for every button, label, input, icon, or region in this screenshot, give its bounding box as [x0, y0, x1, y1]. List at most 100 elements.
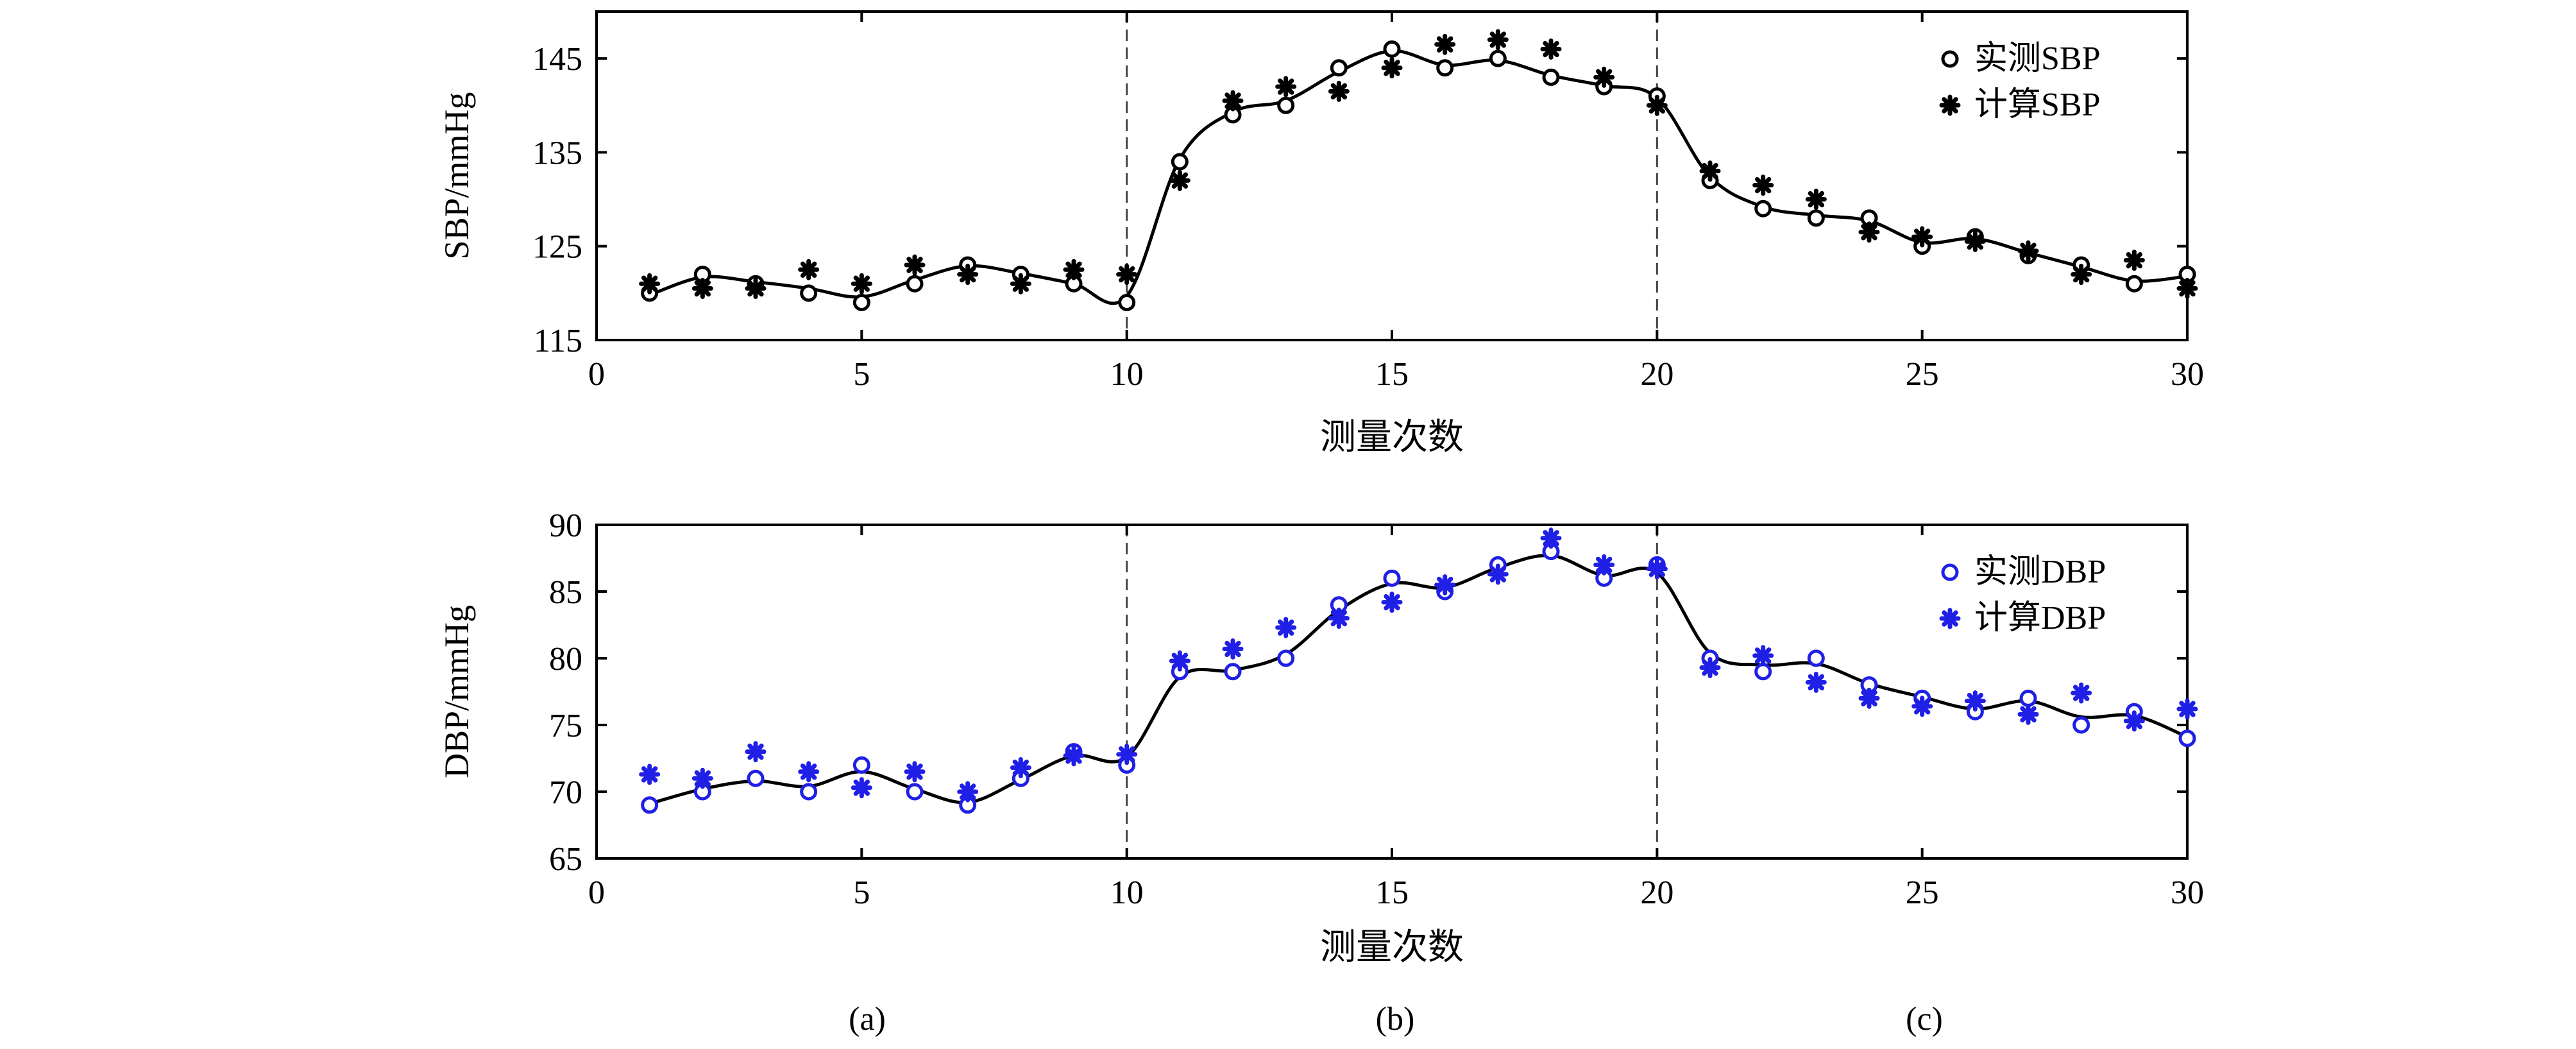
legend-asterisk-marker — [1939, 608, 1961, 629]
calculated-point — [1964, 690, 1986, 712]
legend-label-calculated: 计算SBP — [1974, 87, 2101, 123]
x-tick-label: 10 — [1110, 356, 1144, 393]
legend-circle-marker — [1941, 563, 1959, 581]
calculated-point — [1911, 695, 1933, 717]
calculated-point — [1593, 554, 1615, 576]
subfigure-label: (b) — [1376, 1001, 1415, 1037]
calculated-point — [1010, 757, 1031, 779]
calculated-point — [1752, 645, 1774, 667]
calculated-point — [957, 264, 979, 286]
y-axis-label: SBP/mmHg — [437, 92, 476, 259]
calculated-point — [1593, 66, 1615, 88]
measured-point — [2125, 275, 2143, 293]
calculated-point — [2176, 698, 2198, 720]
calculated-point — [2176, 278, 2198, 300]
measured-point — [1277, 649, 1295, 667]
measured-point — [1383, 569, 1401, 587]
legend-asterisk-marker — [1939, 94, 1961, 116]
calculated-point — [2123, 710, 2145, 732]
measured-point — [747, 769, 765, 787]
calculated-point — [1434, 574, 1456, 596]
x-tick-label: 30 — [2171, 874, 2204, 911]
calculated-point — [1381, 592, 1403, 613]
measured-point — [641, 796, 659, 814]
measured-point — [2178, 729, 2196, 747]
calculated-point — [691, 278, 713, 300]
calculated-point — [1275, 617, 1297, 638]
calculated-point — [639, 273, 661, 294]
calculated-point — [1805, 189, 1827, 210]
x-tick-label: 15 — [1375, 874, 1409, 911]
measured-point — [1807, 209, 1825, 227]
y-tick-label: 145 — [532, 41, 582, 78]
measured-point — [1754, 663, 1772, 681]
calculated-point — [691, 767, 713, 789]
calculated-point — [1646, 94, 1668, 116]
calculated-point — [1328, 608, 1350, 629]
dbp-panel: 0 5 10 15 20 25 30 65 70 75 80 85 90 测量次数 DBP/mmHg 实测DB… — [437, 507, 2204, 968]
calculated-point — [2123, 250, 2145, 271]
x-tick-label: 30 — [2171, 356, 2204, 393]
calculated-point — [1540, 38, 1562, 60]
y-tick-label: 70 — [549, 774, 582, 811]
calculated-point — [1487, 29, 1509, 51]
x-tick-label: 5 — [853, 356, 870, 393]
calculated-point — [1858, 687, 1880, 709]
measured-point — [1118, 293, 1136, 311]
x-tick-label: 25 — [1906, 356, 1939, 393]
measured-point — [906, 783, 924, 801]
calculated-point — [1752, 175, 1774, 196]
legend-label-calculated: 计算DBP — [1974, 600, 2106, 636]
calculated-point — [1858, 221, 1880, 243]
calculated-point — [904, 761, 926, 783]
calculated-point — [1222, 90, 1244, 112]
legend-circle-marker — [1941, 50, 1959, 68]
measured-point — [1330, 59, 1348, 77]
measured-point — [800, 783, 818, 801]
fit-curve — [648, 49, 2188, 305]
y-tick-label: 80 — [549, 641, 582, 678]
measured-point — [1542, 68, 1560, 86]
y-tick-label: 135 — [532, 135, 582, 171]
legend-label-measured: 实测SBP — [1974, 40, 2101, 77]
calculated-point — [1169, 169, 1191, 191]
calculated-point — [2071, 264, 2092, 286]
x-axis-label: 测量次数 — [1320, 928, 1464, 968]
x-tick-label: 0 — [588, 356, 605, 393]
x-tick-label: 25 — [1906, 874, 1939, 911]
calculated-point — [745, 278, 767, 300]
calculated-point — [1328, 80, 1350, 102]
calculated-point — [1434, 33, 1456, 55]
calculated-point — [2017, 703, 2039, 725]
fit-curve — [649, 554, 2188, 806]
legend-label-measured: 实测DBP — [1974, 554, 2106, 590]
calculated-point — [1222, 638, 1244, 660]
y-tick-label: 75 — [549, 708, 582, 744]
measured-point — [906, 275, 924, 293]
measured-point — [1383, 40, 1401, 58]
measured-point — [1807, 649, 1825, 667]
x-tick-label: 10 — [1110, 874, 1144, 911]
y-tick-label: 85 — [549, 574, 582, 611]
x-tick-label: 5 — [853, 874, 870, 911]
sbp-panel: 0 5 10 15 20 25 30 115 125 135 145 测量次数 SBP/mmHg 实测SB… — [437, 10, 2204, 457]
subfigure-labels: (a) (b) (c) — [849, 1001, 1943, 1037]
subfigure-label: (a) — [849, 1001, 886, 1037]
measured-point — [800, 284, 818, 302]
measured-point — [1277, 96, 1295, 114]
x-tick-label: 20 — [1640, 874, 1674, 911]
calculated-point — [1010, 273, 1031, 294]
calculated-point — [1805, 671, 1827, 693]
measured-point — [1224, 663, 1242, 681]
calculated-point — [1063, 745, 1085, 767]
calculated-point — [1964, 230, 1986, 252]
x-tick-label: 15 — [1375, 356, 1409, 393]
calculated-point — [1540, 527, 1562, 549]
calculated-point — [639, 763, 661, 785]
calculated-point — [1275, 76, 1297, 98]
calculated-point — [957, 781, 979, 803]
y-axis-label: DBP/mmHg — [437, 605, 476, 778]
calculated-point — [1646, 558, 1668, 580]
